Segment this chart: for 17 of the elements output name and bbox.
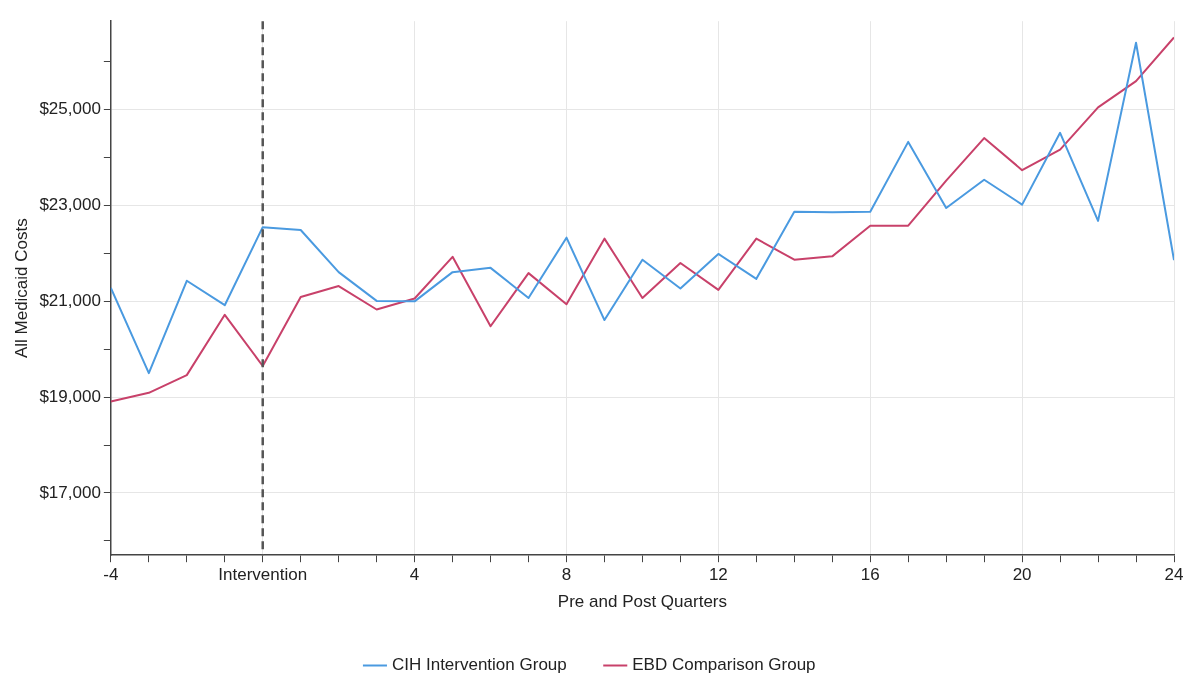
x-tick-label: 4: [409, 565, 420, 585]
y-tick-label: $21,000: [39, 291, 101, 311]
x-tick-label: 24: [1164, 565, 1184, 585]
x-tick-label: 12: [708, 565, 728, 585]
y-tick-label: $23,000: [39, 195, 101, 215]
x-tick-label: 8: [561, 565, 572, 585]
x-tick-label: 16: [860, 565, 880, 585]
x-axis-title: Pre and Post Quarters: [557, 592, 727, 612]
x-tick-label: Intervention: [218, 565, 308, 585]
x-tick-label: 20: [1012, 565, 1032, 585]
y-tick-label: $17,000: [39, 482, 101, 502]
legend-label: CIH Intervention Group: [391, 655, 567, 675]
x-tick-label: -4: [103, 565, 119, 585]
legend-label: EBD Comparison Group: [632, 655, 816, 675]
y-tick-label: $25,000: [39, 99, 101, 119]
y-axis-title: All Medicaid Costs: [11, 218, 31, 359]
y-tick-label: $19,000: [39, 386, 101, 406]
